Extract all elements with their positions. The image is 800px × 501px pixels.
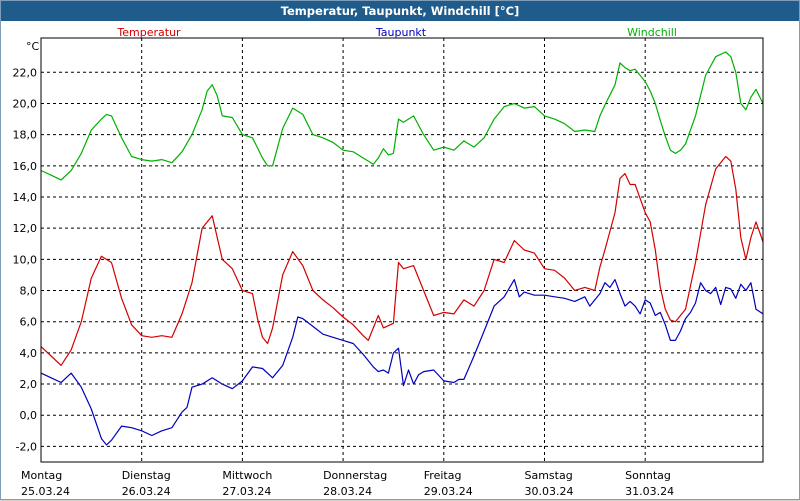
x-tick-date: 30.03.24 (524, 485, 573, 498)
y-tick-label: 2,0 (20, 378, 38, 391)
y-tick-label: 16,0 (13, 160, 38, 173)
series-line-temperatur (40, 155, 764, 366)
y-tick-label: -2,0 (16, 440, 37, 453)
x-tick-day: Montag (21, 469, 62, 482)
y-axis-unit: °C (26, 40, 40, 53)
x-tick-date: 31.03.24 (625, 485, 674, 498)
x-tick-date: 29.03.24 (424, 485, 473, 498)
x-tick-date: 28.03.24 (323, 485, 372, 498)
series-line-windchill (40, 51, 764, 181)
y-tick-label: 10,0 (13, 253, 38, 266)
legend-windchill: Windchill (627, 26, 677, 39)
x-tick-date: 25.03.24 (21, 485, 70, 498)
x-tick-labels: Montag 25.03.24 Dienstag 26.03.24 Mittwoch 27… (21, 469, 674, 498)
x-tick-day: Sonntag (625, 469, 671, 482)
x-tick-date: 27.03.24 (222, 485, 271, 498)
x-tick-day: Freitag (424, 469, 462, 482)
y-tick-labels: -2,0 0,0 2,0 4,0 6,0 8,0 10,0 12,0 14,0 16,0 18,0 2… (13, 66, 38, 453)
y-tick-label: 22,0 (13, 66, 38, 79)
x-tick-date: 26.03.24 (122, 485, 171, 498)
x-tick-day: Mittwoch (222, 469, 272, 482)
series-line-taupunkt (40, 279, 764, 446)
y-tick-label: 18,0 (13, 129, 38, 142)
chart-title: Temperatur, Taupunkt, Windchill [°C] (1, 1, 799, 21)
y-tick-label: 4,0 (20, 347, 38, 360)
plot-border (40, 37, 764, 463)
grid-lines (41, 38, 763, 462)
legend-taupunkt: Taupunkt (375, 26, 427, 39)
plot-background (41, 38, 763, 462)
x-tick-day: Donnerstag (323, 469, 387, 482)
y-tick-label: 20,0 (13, 97, 38, 110)
x-tick-day: Samstag (524, 469, 572, 482)
y-tick-label: 12,0 (13, 222, 38, 235)
y-tick-label: 14,0 (13, 191, 38, 204)
y-tick-label: 8,0 (20, 285, 38, 298)
y-tick-label: 0,0 (20, 409, 38, 422)
series-layer (40, 51, 764, 446)
y-tick-label: 6,0 (20, 316, 38, 329)
x-tick-day: Dienstag (122, 469, 171, 482)
legend-temperatur: Temperatur (116, 26, 181, 39)
